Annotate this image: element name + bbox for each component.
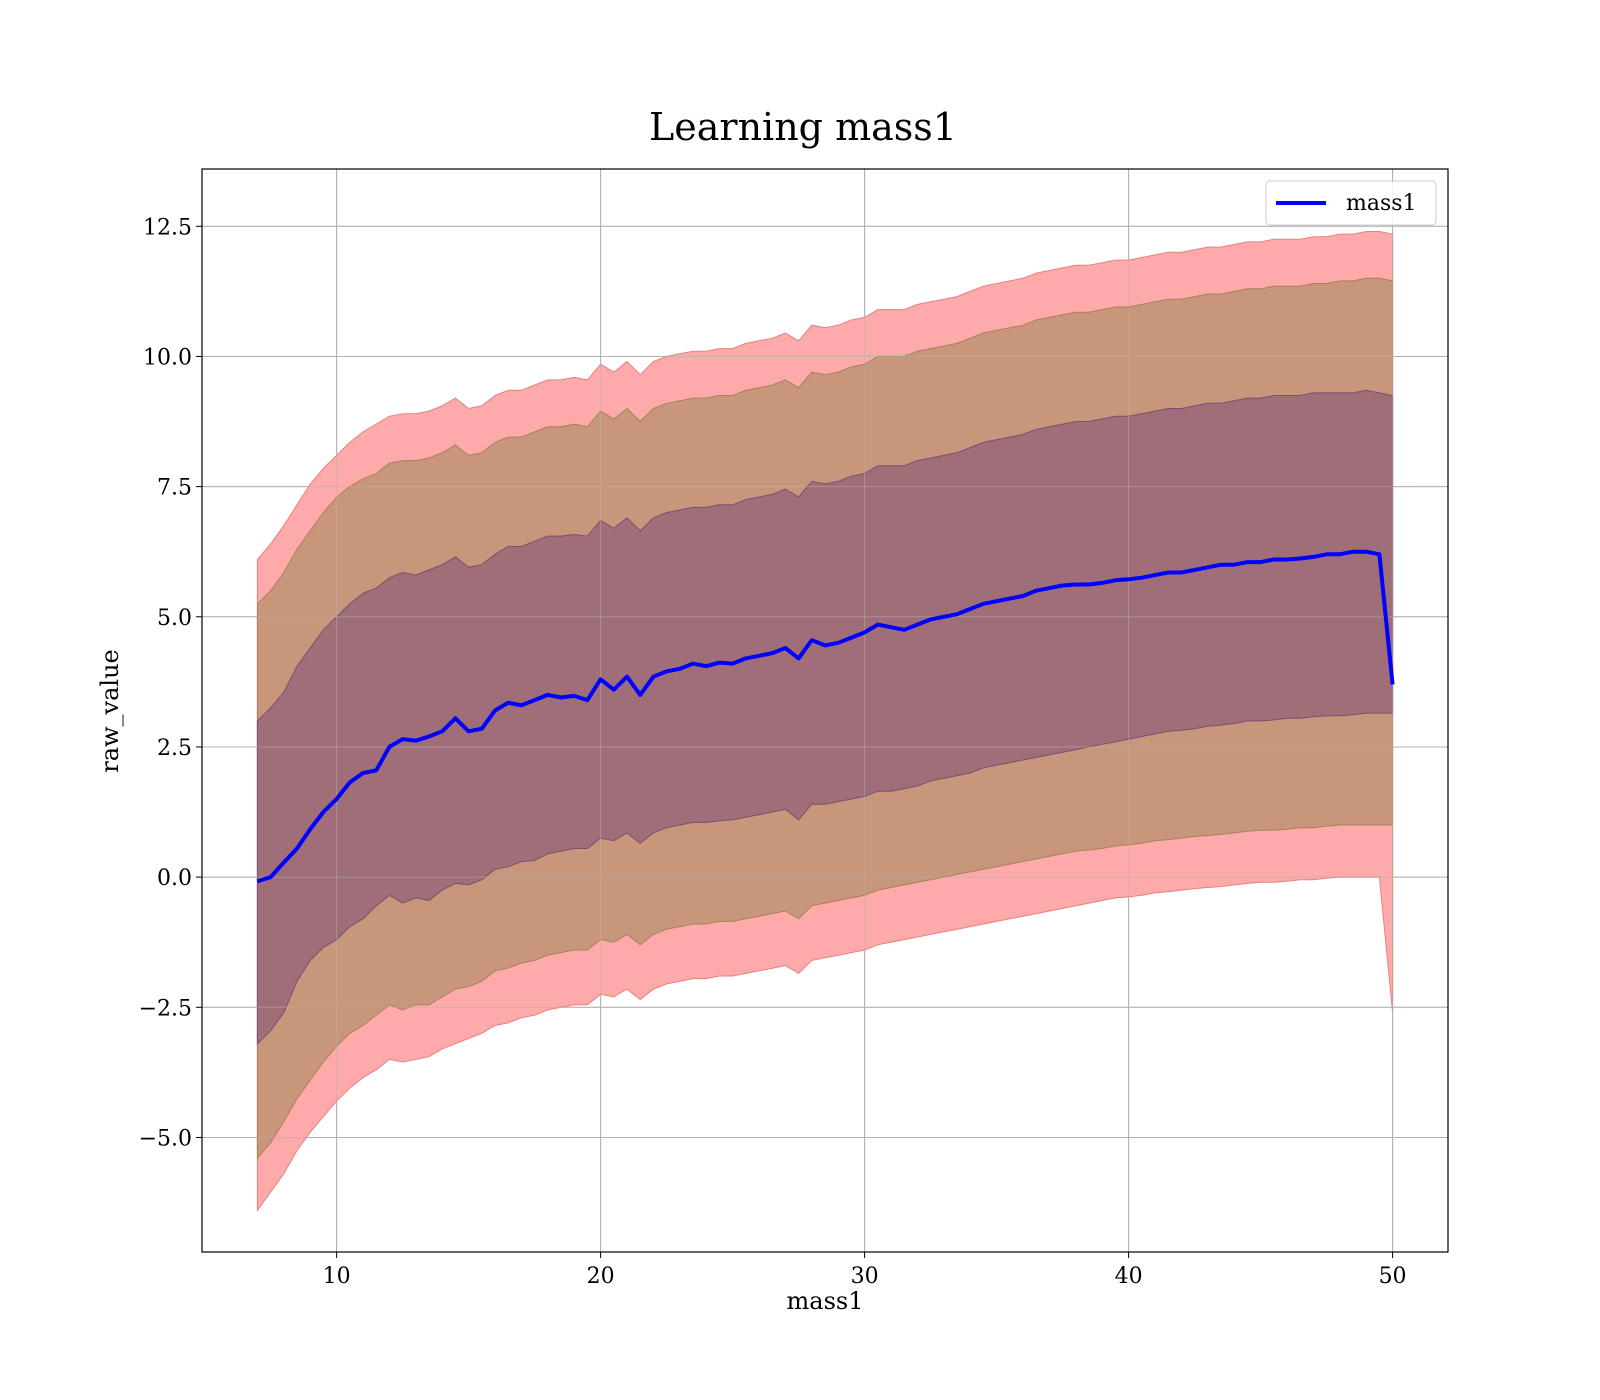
legend-label-mass1: mass1: [1346, 191, 1417, 216]
chart-title: Learning mass1: [649, 105, 957, 149]
y-axis: −5.0 −2.5 0.0 2.5 5.0 7.5 10.0 12.5: [139, 215, 202, 1151]
x-axis: 10 20 30 40 50: [323, 1252, 1407, 1289]
y-tick-label: 10.0: [143, 345, 192, 370]
plot-area: [202, 169, 1448, 1252]
x-axis-label: mass1: [787, 1287, 864, 1315]
y-tick-label: 5.0: [157, 606, 192, 631]
x-tick-label: 20: [587, 1264, 615, 1289]
y-tick-label: −5.0: [139, 1126, 192, 1151]
x-tick-label: 10: [323, 1264, 351, 1289]
y-tick-label: 2.5: [157, 736, 192, 761]
axes-frame: [201, 168, 1449, 1253]
legend-box: [1265, 180, 1437, 226]
x-tick-label: 40: [1115, 1264, 1143, 1289]
legend: mass1: [1265, 180, 1437, 226]
y-tick-label: 7.5: [157, 476, 192, 501]
y-tick-label: 0.0: [157, 866, 192, 891]
y-tick-label: −2.5: [139, 996, 192, 1021]
series-line-mass1: [256, 549, 1395, 884]
x-tick-label: 50: [1379, 1264, 1407, 1289]
y-axis-label: raw_value: [96, 649, 124, 773]
y-tick-label: 12.5: [143, 215, 192, 240]
x-tick-label: 30: [851, 1264, 879, 1289]
